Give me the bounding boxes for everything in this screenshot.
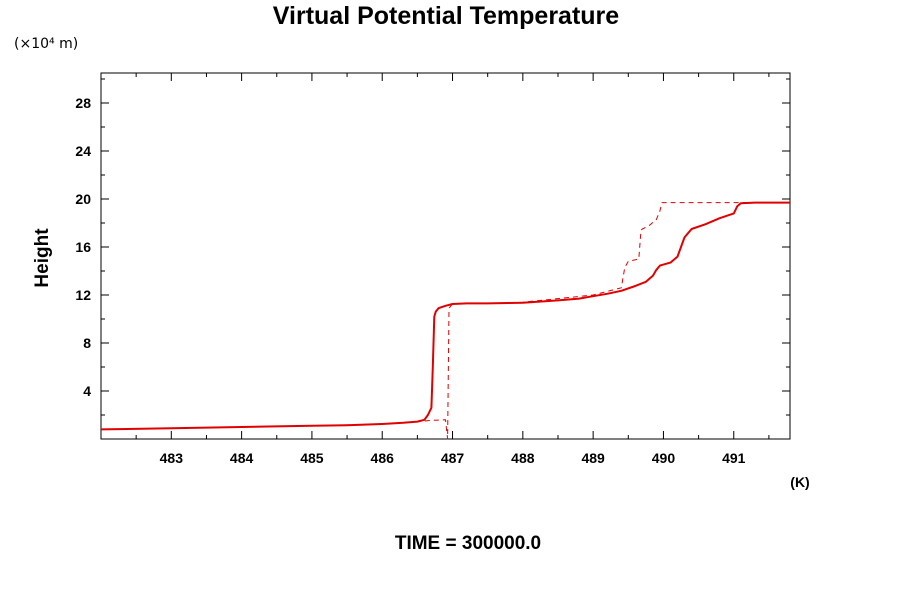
solid-series-line [100,201,790,431]
y-tick-label: 28 [75,95,91,111]
y-tick-label: 24 [75,143,91,159]
x-tick-label: 483 [160,450,184,466]
y-axis-label: Height [32,228,53,288]
x-tick-label: 491 [722,450,746,466]
x-unit-label: (K) [790,474,809,490]
x-tick-label: 490 [652,450,676,466]
plot-frame [100,72,791,440]
y-axis: 4 8 12 16 20 24 28 [75,78,790,416]
x-tick-label: 487 [441,450,465,466]
y-tick-label: 4 [83,383,91,399]
x-tick-label: 485 [300,450,324,466]
series-layer [100,201,790,440]
y-tick-label: 16 [75,239,91,255]
x-tick-label: 484 [230,450,254,466]
y-tick-label: 20 [75,191,91,207]
chart-title: Virtual Potential Temperature [273,2,619,30]
y-unit-label: (×10⁴ m) [14,36,78,52]
time-label: TIME = 300000.0 [395,533,541,554]
dashed-series-line [100,202,790,440]
x-tick-label: 488 [511,450,535,466]
x-tick-label: 489 [581,450,605,466]
y-tick-label: 12 [75,287,91,303]
plot-area: 483 484 485 486 487 488 489 490 491 4 8 12 16 20 24 28 [75,72,791,466]
x-axis: 483 484 485 486 487 488 489 490 491 [100,73,770,466]
x-tick-label: 486 [371,450,395,466]
y-tick-label: 8 [83,335,91,351]
